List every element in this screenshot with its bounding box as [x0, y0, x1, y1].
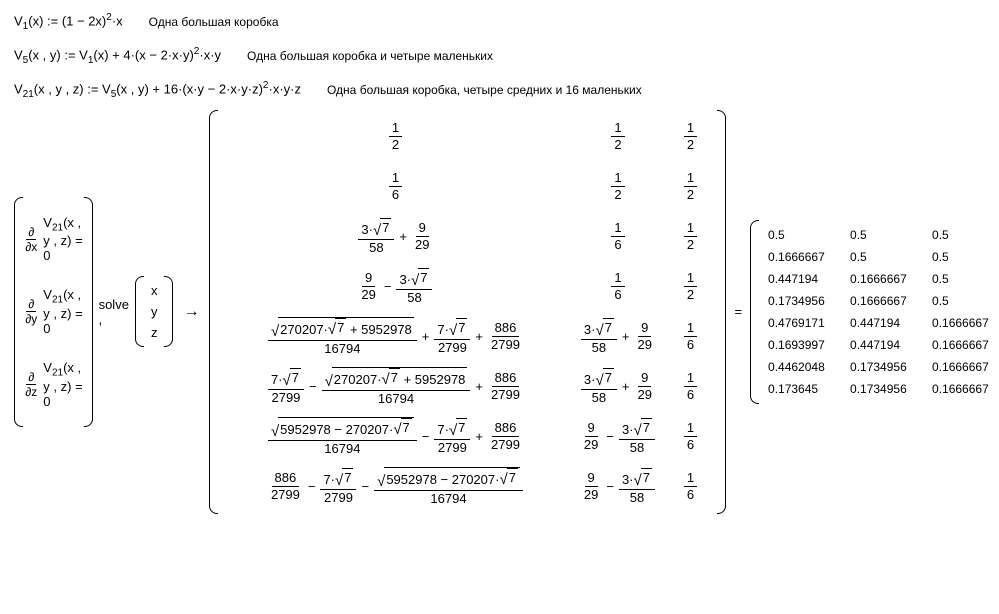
matrix-row: 0.17349560.16666670.5	[766, 290, 999, 312]
var-entry: y	[147, 301, 162, 322]
matrix-cell: 0.5	[848, 224, 930, 246]
matrix-cell: 16	[670, 420, 710, 454]
def-comment: Одна большая коробка, четыре средних и 1…	[327, 83, 642, 97]
matrix-cell: 0.1666667	[848, 290, 930, 312]
matrix-row: 0.44620480.17349560.1666667	[766, 356, 999, 378]
solve-expression: ∂∂xV21(x , y , z) = 0∂∂yV21(x , y , z) =…	[14, 110, 985, 514]
matrix-cell: 3·√758+929	[225, 217, 565, 256]
matrix-cell: 7·√72799−√270207·√7 + 595297816794+88627…	[225, 366, 565, 408]
system-equation: ∂∂xV21(x , y , z) = 0	[23, 215, 83, 264]
equals-sign: =	[734, 304, 742, 319]
symbolic-matrix: 1212121612123·√758+9291612929−3·√7581612…	[209, 110, 726, 514]
matrix-cell: 0.1734956	[848, 378, 930, 400]
matrix-cell: 0.1666667	[930, 334, 999, 356]
matrix-cell: 0.173645	[766, 378, 848, 400]
matrix-cell: 929−3·√758	[565, 467, 670, 506]
matrix-row: 0.1736450.17349560.1666667	[766, 378, 999, 400]
matrix-row: 0.50.50.5	[766, 224, 999, 246]
matrix-cell: 12	[225, 120, 565, 154]
func-call: V21(x , y , z) = 0	[43, 287, 83, 336]
definition-row: V1(x) := (1 − 2x)2·x Одна большая коробк…	[14, 12, 985, 32]
system-equation: ∂∂yV21(x , y , z) = 0	[23, 287, 83, 336]
func-call: V21(x , y , z) = 0	[43, 360, 83, 409]
matrix-row: 929−3·√7581612	[225, 262, 710, 312]
matrix-cell: 0.1693997	[766, 334, 848, 356]
def-lhs: V21(x , y , z) := V5(x , y) + 16·(x·y − …	[14, 80, 301, 100]
matrix-cell: 0.4769171	[766, 312, 848, 334]
system-equation: ∂∂zV21(x , y , z) = 0	[23, 360, 83, 409]
vars-vector: xyz	[135, 276, 174, 347]
matrix-cell: 0.5	[848, 246, 930, 268]
partial-derivative: ∂∂x	[23, 226, 39, 253]
matrix-cell: 0.1666667	[766, 246, 848, 268]
definitions-block: V1(x) := (1 − 2x)2·x Одна большая коробк…	[14, 12, 985, 100]
matrix-cell: 8862799−7·√72799−√5952978 − 270207·√7167…	[225, 466, 565, 508]
matrix-cell: 0.1734956	[766, 290, 848, 312]
matrix-cell: 0.447194	[848, 334, 930, 356]
matrix-cell: 16	[670, 320, 710, 354]
partial-derivative: ∂∂y	[23, 298, 39, 325]
matrix-cell: 16	[225, 170, 565, 204]
matrix-cell: 0.1666667	[930, 312, 999, 334]
matrix-row: 0.47691710.4471940.1666667	[766, 312, 999, 334]
matrix-row: 121212	[225, 112, 710, 162]
matrix-cell: 16	[565, 220, 670, 254]
definition-row: V21(x , y , z) := V5(x , y) + 16·(x·y − …	[14, 80, 985, 100]
var-entry: x	[147, 280, 162, 301]
matrix-cell: 0.5	[930, 290, 999, 312]
arrow: →	[183, 303, 199, 321]
matrix-cell: 12	[565, 120, 670, 154]
matrix-cell: 12	[670, 220, 710, 254]
matrix-cell: 0.1666667	[848, 268, 930, 290]
matrix-cell: 0.1666667	[930, 378, 999, 400]
system-body: ∂∂xV21(x , y , z) = 0∂∂yV21(x , y , z) =…	[19, 197, 87, 427]
matrix-cell: 16	[670, 470, 710, 504]
matrix-cell: 0.447194	[848, 312, 930, 334]
matrix-cell: 0.5	[930, 246, 999, 268]
matrix-cell: 12	[565, 170, 670, 204]
def-comment: Одна большая коробка и четыре маленьких	[247, 49, 493, 63]
matrix-cell: 0.4462048	[766, 356, 848, 378]
matrix-cell: 929−3·√758	[225, 267, 565, 306]
matrix-row: 7·√72799−√270207·√7 + 595297816794+88627…	[225, 362, 710, 412]
matrix-cell: 0.5	[930, 224, 999, 246]
matrix-cell: √270207·√7 + 595297816794+7·√72799+88627…	[225, 316, 565, 358]
matrix-cell: 0.1666667	[930, 356, 999, 378]
var-entry: z	[147, 322, 162, 343]
solve-label: solve ,	[99, 297, 129, 327]
matrix-row: 0.16939970.4471940.1666667	[766, 334, 999, 356]
partial-derivative: ∂∂z	[23, 371, 39, 398]
numeric-matrix: 0.50.50.50.16666670.50.50.4471940.166666…	[750, 220, 999, 404]
matrix-cell: 3·√758+929	[565, 367, 670, 406]
matrix-cell: 0.5	[930, 268, 999, 290]
matrix-row: √5952978 − 270207·√716794−7·√72799+88627…	[225, 412, 710, 462]
func-call: V21(x , y , z) = 0	[43, 215, 83, 264]
matrix-cell: 3·√758+929	[565, 317, 670, 356]
matrix-cell: 0.1734956	[848, 356, 930, 378]
matrix-cell: 929−3·√758	[565, 417, 670, 456]
matrix-row: 161212	[225, 162, 710, 212]
matrix-cell: 12	[670, 120, 710, 154]
matrix-cell: 16	[565, 270, 670, 304]
matrix-row: √270207·√7 + 595297816794+7·√72799+88627…	[225, 312, 710, 362]
definition-row: V5(x , y) := V1(x) + 4·(x − 2·x·y)2·x·y …	[14, 46, 985, 66]
matrix-cell: 12	[670, 270, 710, 304]
matrix-row: 8862799−7·√72799−√5952978 − 270207·√7167…	[225, 462, 710, 512]
matrix-cell: 16	[670, 370, 710, 404]
matrix-row: 0.4471940.16666670.5	[766, 268, 999, 290]
matrix-cell: 0.5	[766, 224, 848, 246]
def-comment: Одна большая коробка	[149, 15, 279, 29]
matrix-row: 0.16666670.50.5	[766, 246, 999, 268]
matrix-cell: √5952978 − 270207·√716794−7·√72799+88627…	[225, 416, 565, 458]
def-lhs: V1(x) := (1 − 2x)2·x	[14, 12, 123, 32]
system-paren: ∂∂xV21(x , y , z) = 0∂∂yV21(x , y , z) =…	[14, 197, 93, 427]
def-lhs: V5(x , y) := V1(x) + 4·(x − 2·x·y)2·x·y	[14, 46, 221, 66]
matrix-cell: 12	[670, 170, 710, 204]
matrix-row: 3·√758+9291612	[225, 212, 710, 262]
matrix-cell: 0.447194	[766, 268, 848, 290]
